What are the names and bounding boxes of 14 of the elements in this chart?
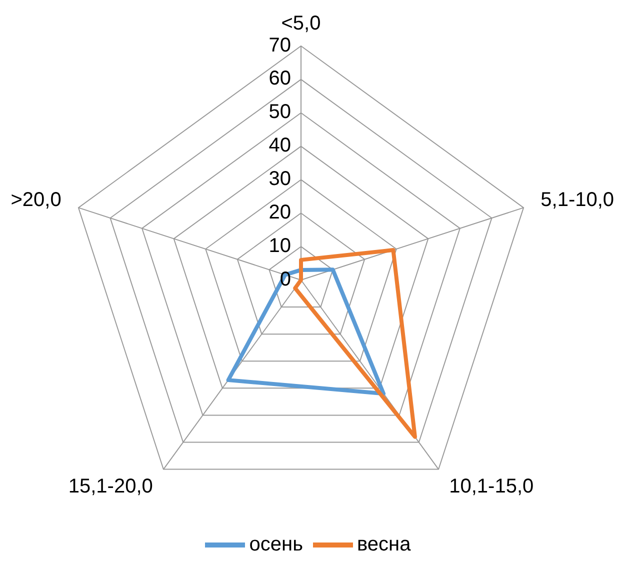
- y-tick-label: 70: [268, 34, 291, 56]
- y-tick-label: 50: [268, 101, 291, 124]
- legend-label: весна: [357, 533, 411, 556]
- spoke-label: 15,1-20,0: [68, 475, 153, 498]
- y-tick-label: 10: [268, 234, 291, 257]
- y-tick-label: 60: [268, 68, 291, 90]
- spoke-label: 5,1-10,0: [540, 189, 614, 212]
- spoke-label: 10,1-15,0: [449, 475, 534, 498]
- legend-label: осень: [249, 533, 303, 556]
- y-tick-label: 20: [268, 201, 291, 224]
- spoke-label: <5,0: [281, 12, 321, 34]
- spoke-label: >20,0: [10, 189, 62, 212]
- y-tick-label: 40: [268, 134, 291, 157]
- y-tick-label: 30: [268, 168, 291, 190]
